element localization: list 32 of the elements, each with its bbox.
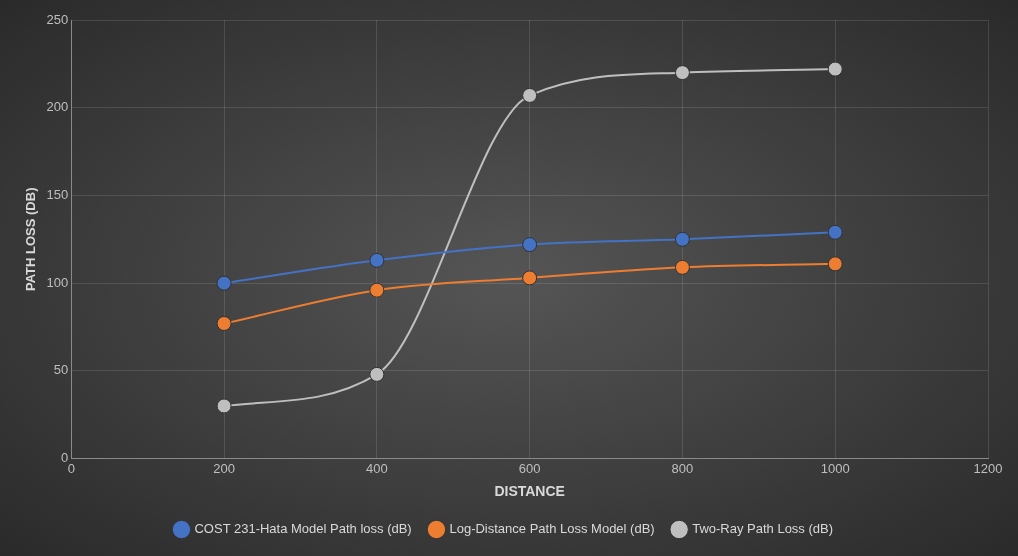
legend-label: Two-Ray Path Loss (dB) xyxy=(692,521,834,537)
legend-label: Log-Distance Path Loss Model (dB) xyxy=(449,521,655,537)
point xyxy=(827,61,843,77)
point xyxy=(522,87,538,103)
y-tick-label: 250 xyxy=(46,11,69,27)
point xyxy=(369,366,385,382)
legend-label: COST 231-Hata Model Path loss (dB) xyxy=(194,521,412,537)
point xyxy=(827,224,843,240)
x-tick-label: 200 xyxy=(213,460,235,476)
y-tick-label: 150 xyxy=(46,187,69,203)
point xyxy=(674,65,690,81)
y-tick-label: 50 xyxy=(53,362,69,378)
point xyxy=(216,275,232,291)
x-tick-label: 1000 xyxy=(820,460,850,476)
y-tick-label: 200 xyxy=(46,99,69,115)
y-tick-label: 100 xyxy=(46,274,69,290)
point xyxy=(522,237,538,253)
y-axis-title: PATH LOSS (DB) xyxy=(23,187,39,292)
x-tick-label: 1200 xyxy=(973,460,1003,476)
point xyxy=(522,270,538,286)
point xyxy=(369,282,385,298)
point xyxy=(827,256,843,272)
x-tick-label: 400 xyxy=(366,460,388,476)
point xyxy=(369,252,385,268)
x-tick-label: 800 xyxy=(671,460,694,476)
x-tick-label: 600 xyxy=(518,460,541,476)
point xyxy=(216,316,232,332)
point xyxy=(216,398,232,414)
point xyxy=(674,231,690,247)
point xyxy=(674,259,690,275)
x-axis-title: DISTANCE xyxy=(494,483,565,500)
y-tick-label: 0 xyxy=(61,450,69,466)
